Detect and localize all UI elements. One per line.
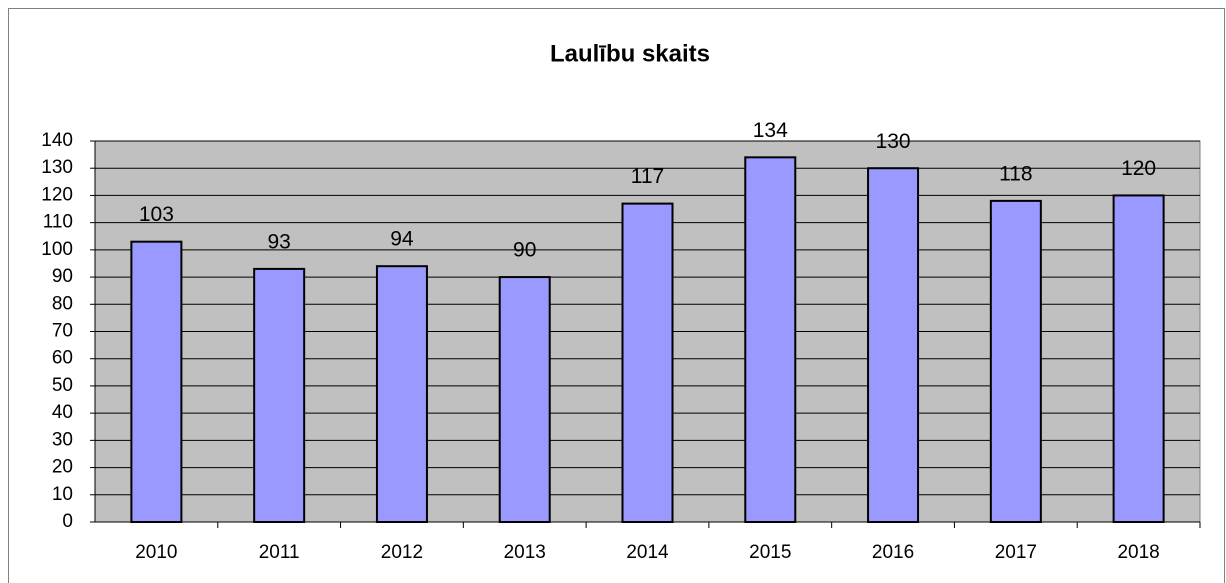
y-tick-label: 30 (52, 429, 73, 450)
bar (130, 240, 183, 523)
x-tick-label: 2010 (135, 542, 177, 563)
data-label: 130 (876, 130, 911, 153)
x-tick-label: 2014 (626, 542, 669, 563)
y-tick-label: 120 (41, 184, 73, 205)
bar (744, 156, 797, 523)
data-label: 134 (753, 119, 788, 142)
data-label: 120 (1121, 157, 1156, 180)
y-tick-label: 110 (43, 212, 73, 233)
y-tick-label: 60 (52, 348, 73, 369)
y-tick-label: 10 (52, 484, 73, 505)
y-tick-label: 0 (62, 511, 73, 532)
data-label: 93 (267, 230, 290, 253)
bar (498, 276, 551, 524)
x-tick-label: 2016 (872, 542, 914, 563)
data-label: 117 (631, 165, 664, 188)
bar (253, 267, 306, 523)
y-tick-label: 70 (52, 321, 73, 342)
y-tick-label: 40 (52, 402, 73, 423)
x-tick-label: 2012 (381, 542, 423, 563)
data-label: 103 (139, 203, 174, 226)
y-tick-label: 90 (52, 266, 73, 287)
bar (621, 202, 674, 523)
bar (867, 167, 920, 523)
y-tick-label: 130 (41, 157, 73, 178)
x-tick-label: 2017 (995, 542, 1037, 563)
data-label: 94 (390, 228, 414, 251)
bar (375, 265, 428, 523)
chart-title: Laulību skaits (550, 40, 710, 67)
data-label: 118 (999, 162, 1032, 185)
y-tick-label: 50 (52, 375, 73, 396)
y-tick-label: 140 (41, 130, 73, 151)
y-tick-label: 20 (52, 457, 73, 478)
x-tick-label: 2015 (749, 542, 791, 563)
data-label: 90 (513, 239, 536, 262)
y-tick-label: 100 (41, 239, 73, 260)
x-tick-label: 2018 (1117, 542, 1159, 563)
x-tick-label: 2013 (504, 542, 546, 563)
bar (989, 199, 1042, 523)
bar (1112, 194, 1165, 524)
y-tick-label: 80 (52, 293, 73, 314)
x-tick-label: 2011 (259, 542, 300, 563)
